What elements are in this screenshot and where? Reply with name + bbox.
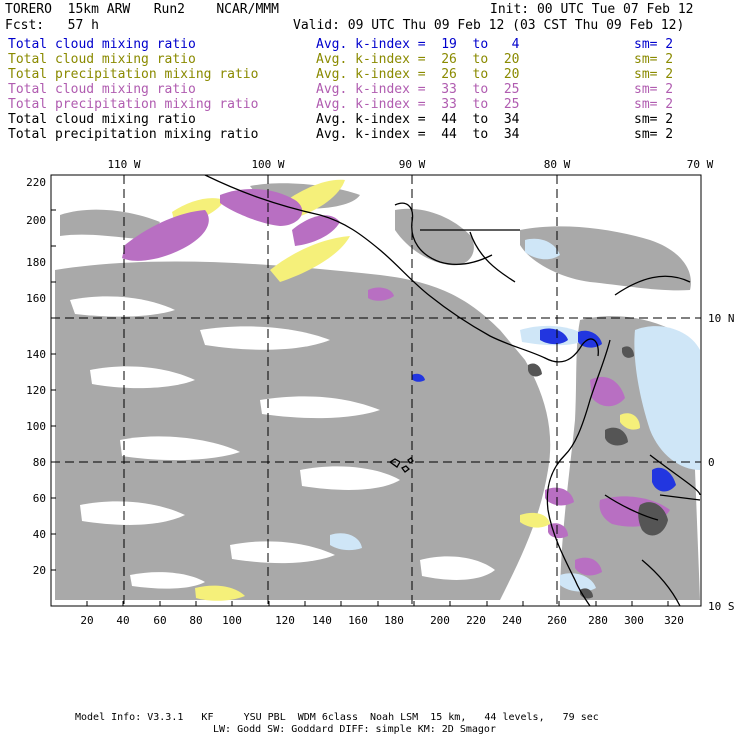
legend-sm: sm= 2: [634, 37, 674, 52]
legend-sm: sm= 2: [634, 52, 674, 67]
x-tick-label: 180: [384, 614, 404, 627]
latitude-labels: 10 N 0 10 S: [708, 312, 735, 613]
legend-label: Total precipitation mixing ratio: [8, 127, 259, 142]
x-tick-label: 300: [624, 614, 644, 627]
lon-label: 70 W: [687, 158, 714, 171]
coastlines: [204, 175, 701, 606]
x-tick-label: 260: [547, 614, 567, 627]
y-axis-labels: 20 40 60 80 100 120 140 160 180 200 220: [26, 176, 46, 577]
model-info: Model Info: V3.3.1 KF YSU PBL WDM 6class…: [75, 712, 599, 723]
init-time: Init: 00 UTC Tue 07 Feb 12: [490, 2, 694, 17]
legend-kindex: Avg. k-index = 33 to 25: [316, 82, 520, 97]
longitude-labels: 110 W 100 W 90 W 80 W 70 W: [107, 158, 713, 171]
lat-label: 10 S: [708, 600, 735, 613]
x-tick-label: 120: [275, 614, 295, 627]
x-axis-labels: 20 40 60 80 100 120 140 160 180 200 220 …: [80, 614, 684, 627]
legend-label: Total cloud mixing ratio: [8, 112, 196, 127]
x-tick-label: 160: [348, 614, 368, 627]
lat-label: 0: [708, 456, 715, 469]
legend-kindex: Avg. k-index = 44 to 34: [316, 112, 520, 127]
forecast-hour: Fcst: 57 h: [5, 18, 99, 33]
lon-label: 100 W: [251, 158, 284, 171]
y-tick-label: 220: [26, 176, 46, 189]
legend-kindex: Avg. k-index = 19 to 4: [316, 37, 520, 52]
axis-ticks: [51, 209, 669, 606]
lon-label: 80 W: [544, 158, 571, 171]
legend-kindex: Avg. k-index = 44 to 34: [316, 127, 520, 142]
y-tick-label: 40: [33, 528, 46, 541]
legend-label: Total cloud mixing ratio: [8, 82, 196, 97]
x-tick-label: 20: [80, 614, 93, 627]
x-tick-label: 40: [116, 614, 129, 627]
legend-kindex: Avg. k-index = 26 to 20: [316, 52, 520, 67]
lat-label: 10 N: [708, 312, 735, 325]
y-tick-label: 200: [26, 214, 46, 227]
y-tick-label: 100: [26, 420, 46, 433]
field-layer: [51, 175, 701, 606]
lon-label: 110 W: [107, 158, 140, 171]
x-tick-label: 100: [222, 614, 242, 627]
x-tick-label: 140: [312, 614, 332, 627]
cloud-field-light-blue: [330, 238, 700, 592]
x-tick-label: 60: [153, 614, 166, 627]
legend-label: Total precipitation mixing ratio: [8, 67, 259, 82]
y-tick-label: 60: [33, 492, 46, 505]
x-tick-label: 240: [502, 614, 522, 627]
y-tick-label: 80: [33, 456, 46, 469]
physics-info: LW: Godd SW: Goddard DIFF: simple KM: 2D…: [213, 724, 496, 735]
model-title: TORERO 15km ARW Run2 NCAR/MMM: [5, 2, 279, 17]
x-tick-label: 80: [189, 614, 202, 627]
legend-label: Total cloud mixing ratio: [8, 52, 196, 67]
y-tick-label: 180: [26, 256, 46, 269]
clear-gaps: [70, 296, 495, 589]
x-tick-label: 220: [466, 614, 486, 627]
legend-sm: sm= 2: [634, 97, 674, 112]
y-tick-label: 140: [26, 348, 46, 361]
legend-sm: sm= 2: [634, 127, 674, 142]
lat-lon-grid: [51, 175, 701, 606]
y-tick-label: 160: [26, 292, 46, 305]
y-tick-label: 120: [26, 384, 46, 397]
lon-label: 90 W: [399, 158, 426, 171]
y-tick-label: 20: [33, 564, 46, 577]
x-tick-label: 200: [430, 614, 450, 627]
legend-label: Total cloud mixing ratio: [8, 37, 196, 52]
legend-kindex: Avg. k-index = 33 to 25: [316, 97, 520, 112]
x-tick-label: 280: [588, 614, 608, 627]
legend-sm: sm= 2: [634, 82, 674, 97]
x-tick-label: 320: [664, 614, 684, 627]
legend-sm: sm= 2: [634, 112, 674, 127]
legend-sm: sm= 2: [634, 67, 674, 82]
valid-time: Valid: 09 UTC Thu 09 Feb 12 (03 CST Thu …: [293, 18, 685, 33]
legend-label: Total precipitation mixing ratio: [8, 97, 259, 112]
legend-kindex: Avg. k-index = 26 to 20: [316, 67, 520, 82]
